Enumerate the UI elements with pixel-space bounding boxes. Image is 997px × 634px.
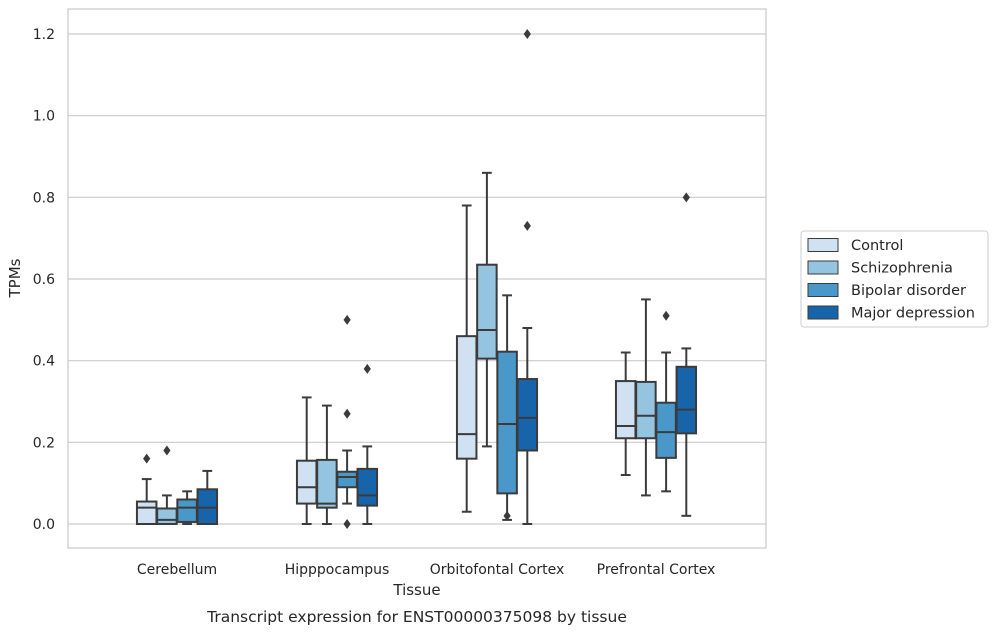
box-group	[336, 314, 358, 529]
box-group	[516, 29, 539, 525]
box-group	[176, 490, 198, 525]
outlier-point	[343, 314, 351, 325]
outlier-point	[143, 453, 151, 464]
box	[675, 365, 698, 435]
box	[655, 401, 677, 459]
box	[336, 470, 358, 489]
outlier-point	[503, 510, 511, 521]
y-tick-label: 1.2	[33, 27, 55, 43]
y-tick-label: 0.4	[33, 354, 55, 370]
x-tick-label: Prefrontal Cortex	[597, 562, 716, 578]
y-tick-labels: 0.0 0.2 0.4 0.6 0.8 1.0 1.2	[33, 27, 55, 533]
box-group	[295, 396, 318, 525]
box-group	[614, 351, 637, 476]
chart-caption: Transcript expression for ENST0000037509…	[206, 608, 627, 626]
box	[316, 458, 338, 509]
y-tick-label: 0.2	[33, 435, 55, 451]
box-group	[135, 453, 158, 525]
box	[135, 500, 158, 525]
legend-label: Bipolar disorder	[851, 283, 966, 299]
box	[455, 335, 478, 460]
outlier-point	[662, 310, 670, 321]
box	[614, 380, 637, 440]
x-tick-label: Hipppocampus	[285, 562, 390, 578]
legend-frame	[800, 230, 989, 328]
box	[635, 380, 657, 440]
box-group	[675, 192, 698, 517]
box-group	[356, 363, 379, 525]
x-tick-label: Orbitofontal Cortex	[430, 562, 565, 578]
grid-lines	[68, 33, 766, 525]
outlier-point	[523, 29, 531, 39]
box-group	[316, 404, 338, 525]
legend-label: Major depression	[851, 306, 975, 322]
outlier-point	[523, 220, 531, 231]
box	[196, 488, 219, 525]
box	[476, 263, 498, 360]
outlier-point	[363, 363, 371, 374]
box-group	[196, 469, 219, 525]
box-group	[496, 294, 518, 521]
y-tick-label: 0.6	[33, 272, 55, 288]
x-axis-label: Tissue	[392, 581, 440, 599]
legend-label: Schizophrenia	[851, 261, 953, 277]
box	[356, 467, 379, 507]
legend-swatch	[807, 305, 839, 320]
box	[496, 350, 518, 495]
outlier-point	[343, 519, 351, 529]
y-tick-label: 0.0	[33, 517, 55, 533]
legend-swatch	[807, 238, 839, 252]
box	[516, 378, 539, 452]
box	[156, 507, 178, 526]
plot-frame	[67, 8, 767, 549]
box-group	[655, 310, 677, 493]
x-tick-labels: Cerebellum Hipppocampus Orbitofontal Corte…	[137, 562, 715, 578]
legend-label: Control	[851, 238, 903, 254]
y-tick-label: 0.8	[33, 190, 55, 206]
box	[295, 459, 318, 505]
box-group	[476, 171, 498, 448]
x-tick-label: Cerebellum	[137, 562, 217, 578]
y-tick-label: 1.0	[33, 109, 55, 125]
plot-marks	[135, 29, 698, 529]
box-group	[635, 298, 657, 497]
box-group	[455, 204, 478, 513]
outlier-point	[343, 408, 351, 419]
y-axis-label: TPMs	[6, 258, 24, 298]
outlier-point	[682, 192, 690, 203]
box-group	[156, 445, 178, 526]
outlier-point	[163, 445, 171, 456]
box	[176, 498, 198, 523]
legend-swatch	[807, 260, 839, 275]
legend-swatch	[807, 283, 839, 297]
legend: Control Schizophrenia Bipolar disorder Majo…	[800, 230, 989, 328]
